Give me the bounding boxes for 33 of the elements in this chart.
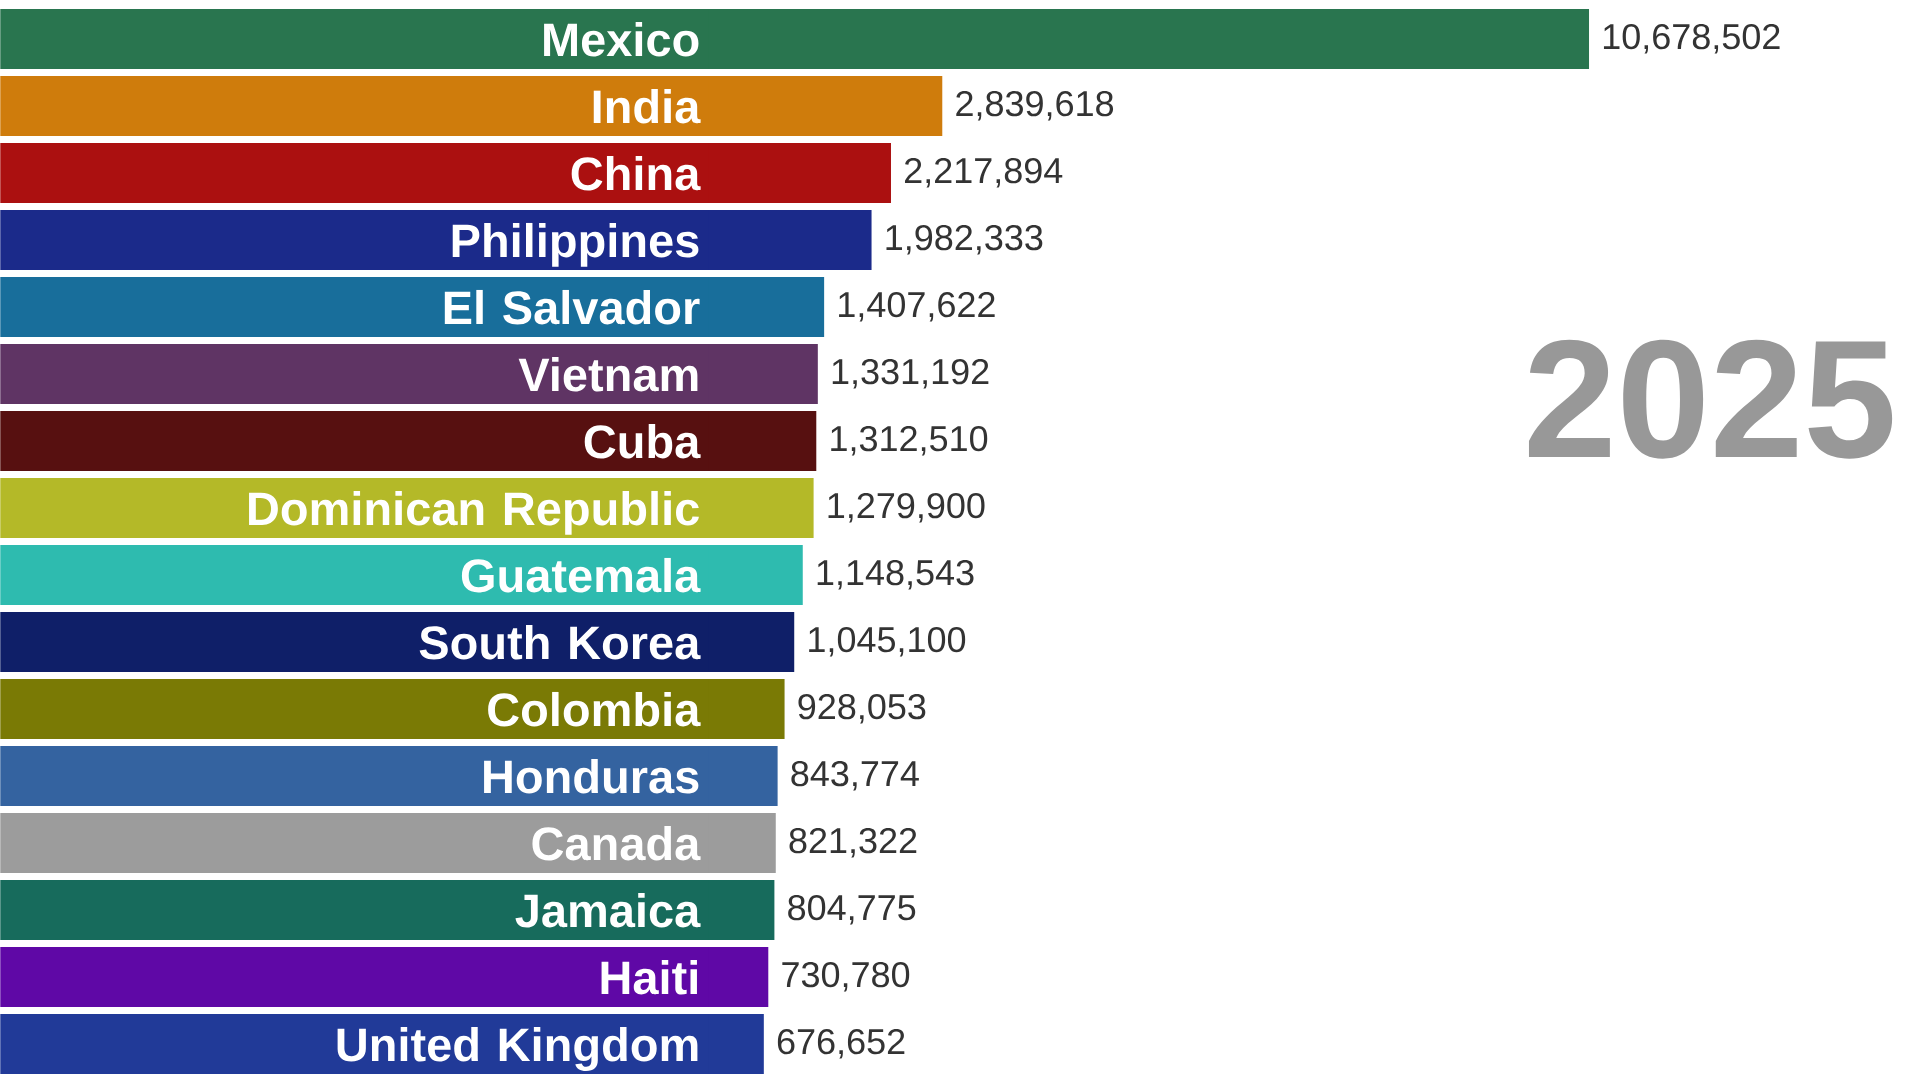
data-label: 1,331,192 [832, 358, 989, 389]
y-tick-label: Haiti [601, 959, 697, 995]
data-label: 821,322 [789, 827, 917, 858]
y-tick-label: Guatemala [461, 557, 701, 593]
y-tick-label: Canada [532, 825, 701, 861]
y-tick-label: Vietnam [518, 356, 698, 392]
annotation: 2025 [1528, 339, 1893, 459]
y-tick-label: Cuba [584, 423, 701, 459]
y-tick-label: United Kingdom [337, 1026, 698, 1071]
data-label: 2,217,894 [904, 157, 1063, 188]
y-tick-label: China [571, 155, 701, 191]
data-label: 1,279,900 [828, 492, 985, 523]
data-label: 928,053 [798, 693, 926, 724]
y-tick-label: Philippines [452, 222, 699, 267]
data-label: 843,774 [791, 760, 919, 791]
y-tick-label: Colombia [488, 691, 701, 727]
y-tick-label: Dominican Republic [249, 490, 699, 535]
data-label: 2,839,618 [956, 90, 1114, 121]
data-label: 676,652 [777, 1028, 905, 1059]
data-label: 10,678,502 [1603, 23, 1780, 54]
data-label: 1,312,510 [831, 425, 988, 456]
y-tick-label: India [593, 88, 701, 124]
data-label: 1,982,333 [886, 224, 1043, 255]
y-tick-label: Jamaica [515, 892, 701, 928]
data-label: 730,780 [782, 961, 910, 992]
y-tick-label: South Korea [419, 624, 701, 660]
data-label: 1,407,622 [839, 291, 995, 322]
y-tick-label: Mexico [544, 21, 699, 57]
data-label: 804,775 [788, 894, 916, 925]
y-tick-label: Honduras [484, 758, 699, 794]
data-label: 1,148,543 [817, 559, 974, 590]
data-label: 1,045,100 [809, 626, 966, 657]
y-tick-label: El Salvador [444, 289, 700, 325]
